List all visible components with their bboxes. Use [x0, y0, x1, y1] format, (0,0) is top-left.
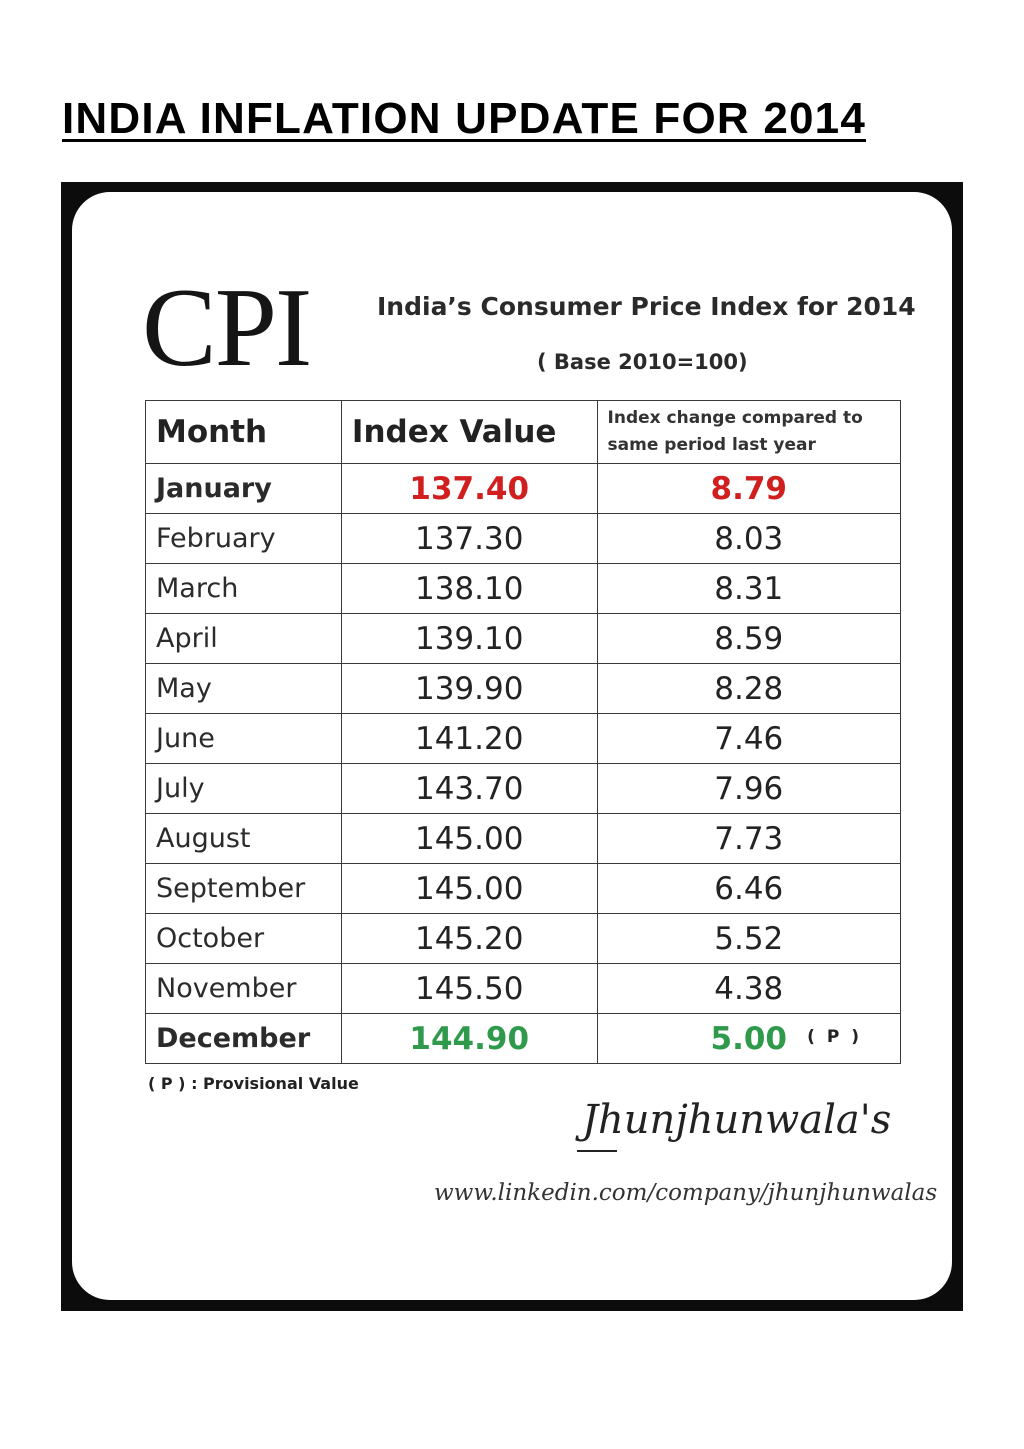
table-row: December 144.90 5.00 ( P ): [145, 1013, 902, 1064]
cpi-table: Month Index Value Index change compared …: [145, 400, 902, 1064]
row-month: April: [145, 613, 342, 664]
row-month: July: [145, 763, 342, 814]
row-month: May: [145, 663, 342, 714]
table-row: January 137.40 8.79: [145, 463, 902, 514]
row-month: January: [145, 463, 342, 514]
row-index-value: 137.40: [340, 463, 598, 514]
row-index-value: 139.90: [340, 663, 598, 714]
header-index-change: Index change compared to same period las…: [596, 400, 902, 464]
header-month: Month: [145, 400, 342, 464]
row-index-change: 4.38: [596, 963, 902, 1014]
table-row: November 145.50 4.38: [145, 963, 902, 1014]
row-index-change: 6.46: [596, 863, 902, 914]
table-row: August 145.00 7.73: [145, 813, 902, 864]
row-index-value: 145.20: [340, 913, 598, 964]
cpi-title: India’s Consumer Price Index for 2014: [377, 292, 916, 321]
row-index-value: 143.70: [340, 763, 598, 814]
cpi-logo: CPI: [142, 266, 312, 390]
header-change-line2: same period last year: [607, 435, 816, 455]
row-month: November: [145, 963, 342, 1014]
row-index-change: 5.52: [596, 913, 902, 964]
row-index-value: 145.00: [340, 813, 598, 864]
provisional-marker: ( P ): [807, 1027, 862, 1047]
cpi-subtitle: ( Base 2010=100): [537, 350, 748, 374]
table-row: February 137.30 8.03: [145, 513, 902, 564]
row-index-change: 7.73: [596, 813, 902, 864]
header-change-line1: Index change compared to: [607, 408, 863, 428]
row-index-change: 8.28: [596, 663, 902, 714]
table-row: October 145.20 5.52: [145, 913, 902, 964]
row-month: September: [145, 863, 342, 914]
table-row: March 138.10 8.31: [145, 563, 902, 614]
row-index-value: 137.30: [340, 513, 598, 564]
table-row: May 139.90 8.28: [145, 663, 902, 714]
row-index-value: 138.10: [340, 563, 598, 614]
row-month: August: [145, 813, 342, 864]
table-row: July 143.70 7.96: [145, 763, 902, 814]
row-index-value: 145.00: [340, 863, 598, 914]
row-month: December: [145, 1013, 342, 1064]
row-index-change-cell: 5.00 ( P ): [596, 1013, 902, 1064]
row-index-value: 145.50: [340, 963, 598, 1014]
row-index-change: 7.46: [596, 713, 902, 764]
row-index-change: 8.31: [596, 563, 902, 614]
table-header-row: Month Index Value Index change compared …: [145, 400, 902, 464]
row-index-value: 144.90: [340, 1013, 598, 1064]
signature-flourish: [577, 1150, 617, 1152]
row-month: March: [145, 563, 342, 614]
page-title: INDIA INFLATION UPDATE FOR 2014: [62, 94, 866, 143]
row-index-value: 141.20: [340, 713, 598, 764]
row-month: February: [145, 513, 342, 564]
cpi-image-frame: CPI India’s Consumer Price Index for 201…: [61, 182, 963, 1311]
row-month: October: [145, 913, 342, 964]
row-month: June: [145, 713, 342, 764]
cpi-card: CPI India’s Consumer Price Index for 201…: [72, 192, 952, 1300]
row-index-change: 8.79: [596, 463, 902, 514]
row-index-change: 5.00: [710, 1020, 788, 1057]
row-index-change: 8.03: [596, 513, 902, 564]
company-url: www.linkedin.com/company/jhunjhunwalas: [434, 1180, 938, 1206]
row-index-change: 8.59: [596, 613, 902, 664]
signature: Jhunjhunwala's: [582, 1097, 892, 1143]
table-row: April 139.10 8.59: [145, 613, 902, 664]
table-row: June 141.20 7.46: [145, 713, 902, 764]
provisional-footnote: ( P ) : Provisional Value: [148, 1074, 359, 1093]
header-index-value: Index Value: [340, 400, 598, 464]
table-row: September 145.00 6.46: [145, 863, 902, 914]
row-index-value: 139.10: [340, 613, 598, 664]
row-index-change: 7.96: [596, 763, 902, 814]
